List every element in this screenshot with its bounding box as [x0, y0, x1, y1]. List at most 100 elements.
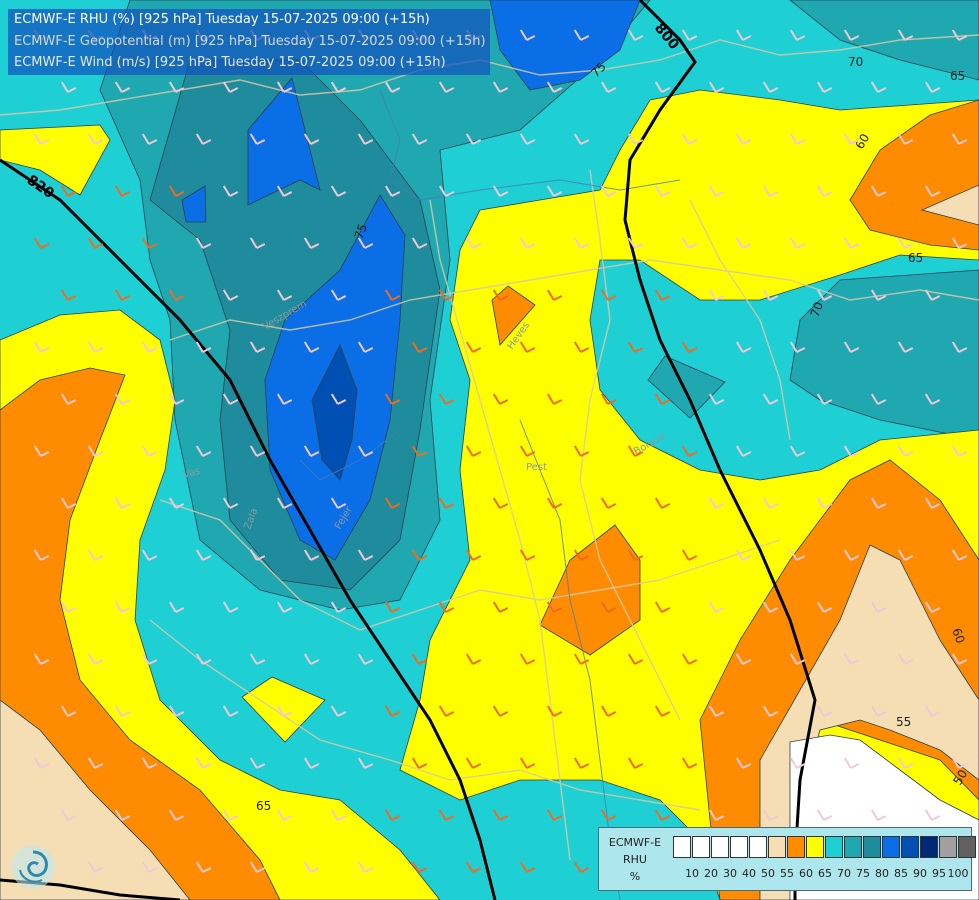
wind-barb: [303, 757, 320, 769]
wind-barb: [438, 705, 455, 717]
wind-barb: [870, 705, 887, 717]
wind-barb: [168, 809, 185, 821]
legend-variable: RHU: [623, 853, 647, 866]
wind-barb: [870, 289, 887, 301]
rhu-band-60-65-blob: [241, 676, 326, 743]
wind-barb: [762, 809, 779, 821]
wind-barb: [870, 393, 887, 405]
wind-barb: [897, 549, 914, 561]
wind-barb: [357, 549, 374, 561]
wind-barb: [249, 237, 266, 249]
wind-barb: [789, 757, 806, 769]
wind-barb: [654, 289, 671, 301]
rhu-band-70-75-right: [789, 269, 979, 441]
wind-barb: [222, 497, 239, 509]
legend-swatch: [806, 836, 824, 858]
legend-tick-label: 95: [932, 867, 946, 880]
wind-barb: [789, 341, 806, 353]
legend-swatch: [920, 836, 938, 858]
wind-barb: [33, 653, 50, 665]
wind-barb: [762, 705, 779, 717]
wind-barb: [249, 341, 266, 353]
wind-barb: [951, 133, 968, 145]
wind-barb: [654, 185, 671, 197]
wind-barb: [681, 29, 698, 41]
wind-barb: [384, 289, 401, 301]
wind-barb: [627, 133, 644, 145]
wind-barb: [654, 809, 671, 821]
wind-barb: [546, 185, 563, 197]
wind-barb: [330, 81, 347, 93]
geopotential-isoline-800: [623, 0, 817, 900]
wind-barb: [546, 393, 563, 405]
wind-barb: [681, 653, 698, 665]
wind-barb: [762, 81, 779, 93]
wind-barb: [411, 757, 428, 769]
legend-swatch: [692, 836, 710, 858]
wind-barb: [789, 29, 806, 41]
wind-barb: [330, 809, 347, 821]
wind-barb: [141, 653, 158, 665]
wind-barb: [195, 757, 212, 769]
wind-barb: [33, 549, 50, 561]
wind-barb: [60, 393, 77, 405]
wind-barb: [600, 809, 617, 821]
wind-barb: [600, 185, 617, 197]
wind-barb: [816, 601, 833, 613]
wind-barb: [168, 289, 185, 301]
wind-barb: [276, 393, 293, 405]
wind-barb: [114, 393, 131, 405]
wind-barb: [519, 549, 536, 561]
wind-barb: [195, 653, 212, 665]
wind-barb: [789, 549, 806, 561]
wind-barb: [87, 653, 104, 665]
wind-barb: [600, 393, 617, 405]
wind-barb: [627, 445, 644, 457]
legend-tick-label: 100: [947, 867, 969, 880]
wind-barb: [870, 497, 887, 509]
wind-barb: [951, 237, 968, 249]
wind-barb: [60, 81, 77, 93]
title-box: ECMWF-E RHU (%) [925 hPa] Tuesday 15-07-…: [8, 9, 490, 75]
wind-barb: [708, 289, 725, 301]
rhu-band-50-55-ne: [920, 184, 979, 226]
wind-barb: [924, 289, 941, 301]
legend-tick-label: 20: [704, 867, 718, 880]
title-rhu: ECMWF-E RHU (%) [925 hPa] Tuesday 15-07-…: [14, 12, 430, 27]
wind-barb: [681, 757, 698, 769]
wind-barb: [465, 757, 482, 769]
wind-barb: [438, 81, 455, 93]
wind-barb: [519, 237, 536, 249]
wind-barb: [708, 393, 725, 405]
wind-barb: [330, 393, 347, 405]
wind-barb: [816, 81, 833, 93]
wind-barb: [384, 601, 401, 613]
wind-barb: [924, 81, 941, 93]
title-wind: ECMWF-E Wind (m/s) [925 hPa] Tuesday 15-…: [14, 55, 446, 70]
legend-tick-label: 85: [894, 867, 908, 880]
wind-barb: [195, 445, 212, 457]
wind-barb: [681, 341, 698, 353]
wind-barb: [735, 133, 752, 145]
wind-barb: [951, 653, 968, 665]
wind-barb: [465, 445, 482, 457]
wind-barb: [222, 601, 239, 613]
wind-barb: [492, 393, 509, 405]
wind-barb: [465, 549, 482, 561]
wind-barb: [33, 341, 50, 353]
wind-barb: [708, 809, 725, 821]
wind-barb: [870, 185, 887, 197]
rhu-band-55-60-heves: [491, 285, 536, 346]
wind-barb: [897, 29, 914, 41]
wind-barb: [465, 861, 482, 873]
wind-barb: [573, 341, 590, 353]
wind-barb: [924, 185, 941, 197]
wind-barb: [762, 601, 779, 613]
wind-barb: [897, 237, 914, 249]
wind-barb: [573, 133, 590, 145]
title-geopotential: ECMWF-E Geopotential (m) [925 hPa] Tuesd…: [14, 34, 486, 49]
wind-barb: [168, 81, 185, 93]
rhu-contour-labels: 75 70 65 60 65 70 75 60 55 50 65: [256, 55, 970, 813]
wind-barb: [384, 185, 401, 197]
